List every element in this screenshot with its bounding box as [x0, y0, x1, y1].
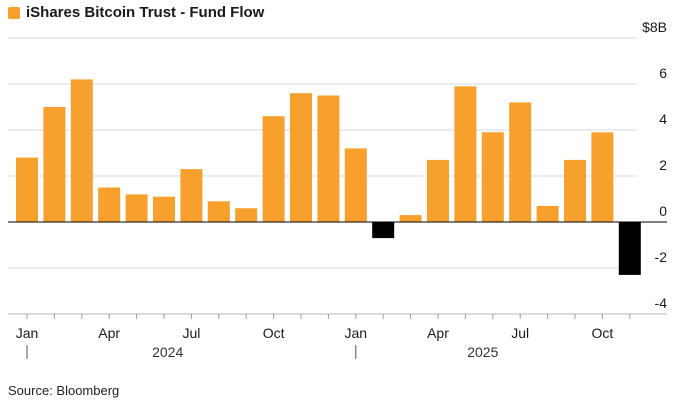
bar	[235, 208, 258, 222]
bar	[153, 196, 175, 222]
bar	[399, 215, 422, 222]
x-tick-label: Jul	[511, 325, 529, 341]
legend-swatch	[8, 6, 20, 19]
y-tick-label: 4	[659, 111, 667, 127]
bar	[207, 201, 230, 222]
y-tick-label: 6	[659, 65, 667, 81]
bar	[427, 159, 449, 222]
y-tick-label: 2	[659, 157, 667, 173]
bar	[454, 86, 477, 222]
y-tick-label: 0	[659, 203, 667, 219]
source-note: Source: Bloomberg	[8, 383, 120, 398]
x-tick-label: Oct	[263, 325, 285, 341]
y-tick-label: -4	[655, 295, 668, 311]
bar	[618, 222, 641, 275]
bar	[372, 222, 395, 239]
chart-legend: iShares Bitcoin Trust - Fund Flow	[8, 4, 264, 21]
chart-title: iShares Bitcoin Trust - Fund Flow	[26, 4, 265, 21]
bar	[317, 95, 340, 222]
bar	[290, 93, 312, 222]
bars	[16, 79, 641, 275]
bar	[70, 79, 93, 223]
year-label: 2024	[152, 344, 183, 360]
bar	[564, 159, 586, 222]
bar	[262, 116, 285, 222]
x-tick-label: Jan	[345, 325, 368, 341]
bar	[509, 102, 532, 222]
y-tick-label: $8B	[642, 19, 667, 35]
y-tick-label: -2	[655, 249, 668, 265]
bar	[125, 194, 148, 222]
axes: $8B 6 4 2 0 -2 -4 Jan Apr Jul Oct Jan Apr Jul Oct 2024 2…	[8, 19, 667, 360]
x-tick-label: Jan	[16, 325, 39, 341]
x-tick-label: Oct	[592, 325, 614, 341]
bar	[536, 205, 559, 222]
year-label: 2025	[467, 344, 498, 360]
x-tick-label: Apr	[98, 325, 120, 341]
x-tick-label: Apr	[427, 325, 449, 341]
bar	[43, 107, 66, 222]
bar	[16, 157, 38, 222]
bar	[180, 169, 203, 222]
x-tick-label: Jul	[182, 325, 200, 341]
bar	[98, 187, 121, 222]
bar	[591, 132, 614, 222]
bar	[481, 132, 504, 222]
bar	[344, 148, 367, 222]
